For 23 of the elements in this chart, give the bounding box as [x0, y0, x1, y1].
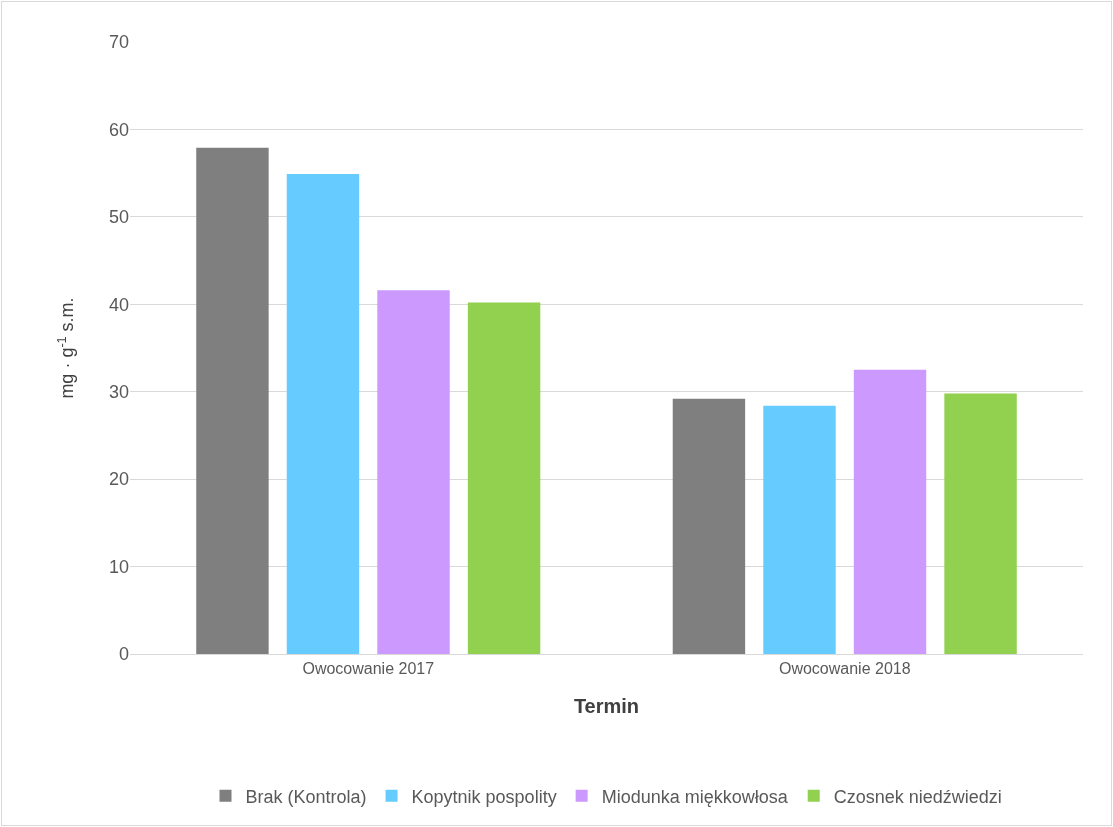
legend-label: Kopytnik pospolity	[411, 786, 557, 807]
y-tick-label: 70	[108, 32, 129, 53]
y-tick-label: 30	[108, 382, 129, 403]
x-axis-title: Termin	[573, 694, 640, 717]
y-tick-label: 20	[108, 469, 129, 490]
x-tick-label: Owocowanie 2017	[302, 660, 435, 678]
bar	[196, 147, 269, 654]
y-tick-label: 40	[108, 294, 129, 315]
bar	[944, 393, 1017, 654]
legend-label: Czosnek niedźwiedzi	[833, 786, 1002, 807]
y-tick-label: 10	[108, 556, 129, 577]
y-tick-label: 0	[118, 644, 129, 665]
bar	[377, 290, 450, 654]
bar	[286, 174, 360, 654]
x-tick-label: Owocowanie 2018	[778, 660, 911, 678]
bar	[467, 302, 541, 654]
bar	[763, 405, 836, 654]
y-tick-label: 50	[108, 207, 129, 228]
bar	[672, 398, 746, 654]
legend-label: Miodunka miękkowłosa	[601, 786, 789, 807]
bar	[853, 369, 927, 654]
y-tick-label: 60	[108, 119, 129, 140]
legend-label: Brak (Kontrola)	[245, 786, 367, 807]
